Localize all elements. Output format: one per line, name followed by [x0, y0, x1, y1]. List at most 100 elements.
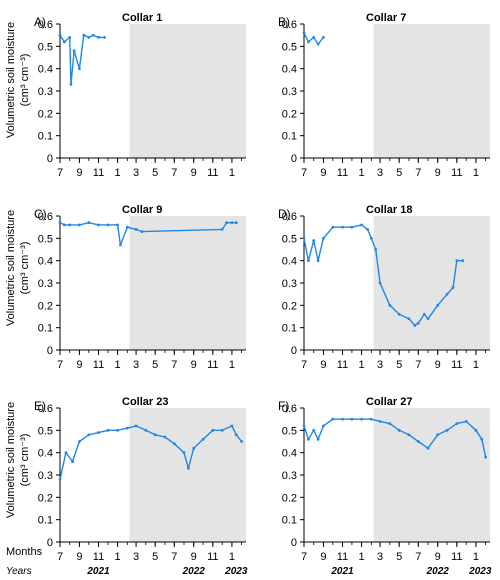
months-label: Months	[6, 546, 43, 558]
y-tick-label: 0.5	[38, 233, 53, 245]
x-tick-label: 9	[320, 551, 326, 563]
panel-letter: F)	[278, 399, 289, 413]
y-tick-label: 0.6	[38, 403, 53, 415]
data-point	[87, 433, 91, 437]
data-point	[312, 239, 316, 242]
data-point	[455, 259, 459, 263]
shaded-region	[373, 24, 490, 158]
x-tick-label: 5	[152, 551, 158, 563]
x-tick-label: 1	[359, 167, 365, 179]
x-tick-label: 9	[320, 359, 326, 371]
data-point	[125, 225, 129, 229]
data-point	[58, 478, 62, 481]
y-tick-label: 0	[291, 345, 297, 357]
years-label: Years	[6, 566, 32, 577]
x-tick-label: 7	[415, 167, 421, 179]
x-tick-label: 5	[152, 359, 158, 371]
y-tick-label: 0.1	[38, 323, 53, 335]
data-point	[416, 321, 420, 325]
panel-letter: A)	[34, 15, 46, 29]
y-axis-label-row-1-line-1: Volumetric soil moisture	[5, 22, 17, 138]
data-point	[306, 259, 310, 263]
x-tick-label: 5	[396, 167, 402, 179]
y-tick-label: 0.6	[282, 403, 297, 415]
data-point	[306, 40, 310, 44]
panel-4: 00.10.20.30.40.50.67 9 11 1 3 5 7 9 11 1D) Collar …	[278, 204, 490, 371]
data-point	[230, 424, 234, 428]
y-tick-label: 0	[291, 537, 297, 549]
y-tick-label: 0.1	[38, 515, 53, 527]
x-tick-label: 9	[320, 167, 326, 179]
data-point	[331, 225, 335, 229]
data-point	[78, 67, 81, 71]
x-tick-label: 7	[171, 359, 177, 371]
x-tick-label: 9	[76, 167, 82, 179]
data-point	[97, 36, 100, 39]
data-point	[416, 440, 420, 443]
data-point	[407, 317, 411, 321]
data-point	[220, 228, 224, 231]
data-point	[64, 451, 68, 455]
data-point	[58, 33, 62, 37]
shaded-region	[373, 216, 490, 350]
data-point	[116, 428, 120, 432]
data-point	[369, 417, 373, 421]
series-line	[59, 34, 105, 86]
year-label: 2021	[86, 566, 110, 577]
data-point	[422, 312, 426, 316]
y-tick-label: 0.5	[282, 233, 297, 245]
y-tick-label: 0.1	[38, 131, 53, 143]
y-tick-label: 0.2	[38, 108, 53, 120]
y-tick-label: 0.6	[38, 19, 53, 31]
data-point	[302, 31, 306, 35]
y-tick-label: 0.3	[282, 278, 297, 290]
data-point	[234, 433, 238, 437]
panel-5: 00.10.20.30.40.50.67 9 11 1 3 5 7 9 11 1E) Collar …	[34, 396, 246, 563]
data-point	[78, 223, 81, 227]
data-point	[78, 440, 81, 443]
x-tick-label: 7	[301, 551, 307, 563]
data-point	[134, 228, 138, 231]
data-point	[62, 40, 66, 44]
y-tick-label: 0.2	[38, 300, 53, 312]
data-point	[119, 243, 122, 247]
y-tick-label: 0.4	[282, 256, 297, 268]
x-tick-label: 1	[359, 359, 365, 371]
x-tick-label: 7	[57, 551, 63, 563]
x-tick-label: 7	[301, 167, 307, 179]
x-tick-label: 9	[191, 359, 197, 371]
y-tick-label: 0	[47, 537, 53, 549]
x-tick-label: 3	[377, 167, 383, 179]
data-point	[322, 236, 325, 240]
data-point	[322, 424, 325, 428]
x-tick-label: 1	[115, 359, 121, 371]
data-point	[451, 286, 455, 289]
y-tick-label: 0.2	[282, 108, 297, 120]
data-point	[125, 426, 129, 430]
data-point	[97, 431, 100, 434]
y-tick-label: 0.6	[38, 211, 53, 223]
x-tick-label: 9	[435, 359, 441, 371]
x-tick-label: 5	[396, 359, 402, 371]
y-tick-label: 0	[291, 153, 297, 165]
data-point	[312, 36, 316, 39]
x-tick-label: 11	[207, 359, 218, 371]
data-point	[413, 324, 417, 327]
data-point	[58, 221, 62, 225]
data-point	[97, 223, 100, 227]
y-tick-label: 0.3	[282, 470, 297, 482]
y-tick-label: 0.6	[282, 19, 297, 31]
data-point	[316, 437, 320, 441]
panel-1: 00.10.20.30.40.50.67 9 11 1 3 5 7 9 11 1A) Collar …	[34, 12, 246, 179]
x-tick-label: 7	[171, 167, 177, 179]
data-point	[388, 303, 392, 307]
x-tick-label: 3	[377, 551, 383, 563]
y-tick-label: 0	[47, 345, 53, 357]
y-tick-label: 0.2	[282, 492, 297, 504]
y-tick-label: 0.3	[38, 278, 53, 290]
data-point	[366, 228, 369, 231]
year-label: 2022	[182, 566, 206, 577]
x-tick-label: 11	[337, 359, 348, 371]
data-point	[172, 442, 176, 446]
